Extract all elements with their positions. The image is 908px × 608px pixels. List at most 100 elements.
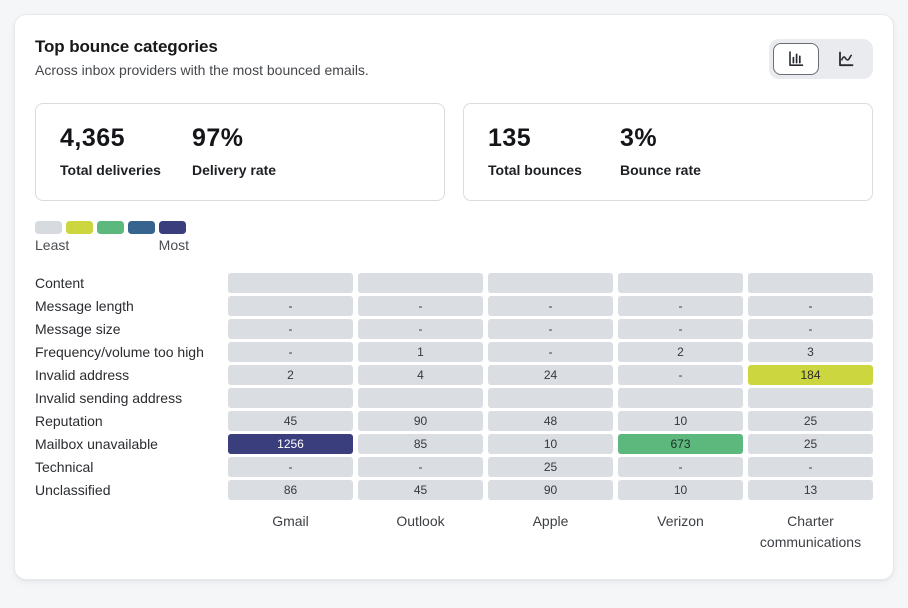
legend-swatch-3 [128,221,155,234]
heatmap-cell: 48 [488,411,613,431]
heatmap-row-label: Invalid sending address [35,390,183,406]
card-header: Top bounce categories Across inbox provi… [35,37,873,79]
heatmap-row-label: Message size [35,321,121,337]
heatmap-cell: - [228,457,353,477]
heatmap-cell [358,273,483,293]
heatmap-cell [748,273,873,293]
heatmap-cell: 25 [488,457,613,477]
total-bounces-stat: 135 Total bounces [488,124,592,178]
heatmap-cell: 45 [358,480,483,500]
delivery-rate-stat: 97% Delivery rate [192,124,296,178]
summary-stats-row: 4,365 Total deliveries 97% Delivery rate… [35,103,873,201]
heatmap-row-label: Mailbox unavailable [35,436,158,452]
heatmap-cell: - [748,319,873,339]
card-header-text: Top bounce categories Across inbox provi… [35,37,369,78]
bounce-rate-stat: 3% Bounce rate [620,124,724,178]
heatmap-cell [618,388,743,408]
heatmap-cell [488,273,613,293]
deliveries-stat-card: 4,365 Total deliveries 97% Delivery rate [35,103,445,201]
heatmap-cell: - [618,457,743,477]
heatmap-cell: - [228,319,353,339]
legend-swatch-0 [35,221,62,234]
heatmap-cell [488,388,613,408]
heatmap-cell: 90 [358,411,483,431]
total-deliveries-label: Total deliveries [60,162,161,178]
heatmap-cell [228,388,353,408]
heatmap-cell: 4 [358,365,483,385]
total-bounces-value: 135 [488,124,532,152]
heatmap-row-label: Message length [35,298,134,314]
heatmap-cell: 85 [358,434,483,454]
line-chart-view-button[interactable] [823,43,869,75]
heatmap-cell: - [618,319,743,339]
heatmap-cell: 13 [748,480,873,500]
heatmap-cell: - [488,319,613,339]
legend-least-label: Least [35,237,70,253]
delivery-rate-value: 97% [192,124,244,152]
legend-labels: Least Most [35,237,189,253]
legend-swatch-strip [35,221,189,234]
heatmap-column-header: Gmail [272,513,309,529]
heatmap-cell: 10 [488,434,613,454]
heatmap-cell: 673 [618,434,743,454]
heatmap-cell: 184 [748,365,873,385]
heatmap-cell: 3 [748,342,873,362]
heatmap-cell: 25 [748,434,873,454]
heatmap-row-label: Technical [35,459,94,475]
bar-chart-icon [789,51,804,66]
bar-chart-view-button[interactable] [773,43,819,75]
heatmap-cell: - [488,296,613,316]
heatmap-cell: - [358,457,483,477]
legend-most-label: Most [158,237,189,253]
total-deliveries-value: 4,365 [60,124,126,152]
bounce-categories-card: Top bounce categories Across inbox provi… [14,14,894,580]
heatmap-cell [618,273,743,293]
heatmap-row-label: Frequency/volume too high [35,344,204,360]
heatmap-cell: 10 [618,480,743,500]
heatmap-cell: 1256 [228,434,353,454]
heatmap-row-label: Invalid address [35,367,130,383]
card-subtitle: Across inbox providers with the most bou… [35,62,369,78]
bounce-rate-value: 3% [620,124,658,152]
heatmap-cell [358,388,483,408]
heatmap-cell: 2 [228,365,353,385]
heatmap-column-header: Charter communications [759,513,862,550]
heatmap-cell: 25 [748,411,873,431]
heatmap-cell: 10 [618,411,743,431]
heatmap-cell: 45 [228,411,353,431]
bounces-stat-card: 135 Total bounces 3% Bounce rate [463,103,873,201]
heatmap-column-header: Outlook [396,513,445,529]
legend-swatch-4 [159,221,186,234]
total-bounces-label: Total bounces [488,162,582,178]
bounce-rate-label: Bounce rate [620,162,701,178]
delivery-rate-label: Delivery rate [192,162,277,178]
heatmap-column-header: Verizon [657,513,704,529]
legend-swatch-2 [97,221,124,234]
heatmap-cell: - [488,342,613,362]
heatmap-cell: - [618,296,743,316]
heatmap-cell [228,273,353,293]
heatmap-cell: - [618,365,743,385]
heatmap-row-label: Content [35,275,85,291]
line-chart-icon [839,51,854,67]
heatmap-cell: - [228,342,353,362]
heatmap-row-label: Reputation [35,413,103,429]
heatmap-row-label: Unclassified [35,482,111,498]
heatmap-cell [748,388,873,408]
chart-view-toggle [769,39,873,79]
legend-swatch-1 [66,221,93,234]
bounce-heatmap: Content Message length - - - - - Message size - -… [35,273,873,553]
heatmap-cell: 24 [488,365,613,385]
heatmap-cell: 86 [228,480,353,500]
heatmap-cell: - [748,296,873,316]
heatmap-legend: Least Most [35,221,189,253]
heatmap-cell: 90 [488,480,613,500]
heatmap-cell: - [228,296,353,316]
heatmap-cell: 1 [358,342,483,362]
heatmap-cell: 2 [618,342,743,362]
heatmap-cell: - [748,457,873,477]
heatmap-column-header: Apple [532,513,569,529]
heatmap-cell: - [358,319,483,339]
page-title: Top bounce categories [35,37,218,56]
total-deliveries-stat: 4,365 Total deliveries [60,124,164,178]
